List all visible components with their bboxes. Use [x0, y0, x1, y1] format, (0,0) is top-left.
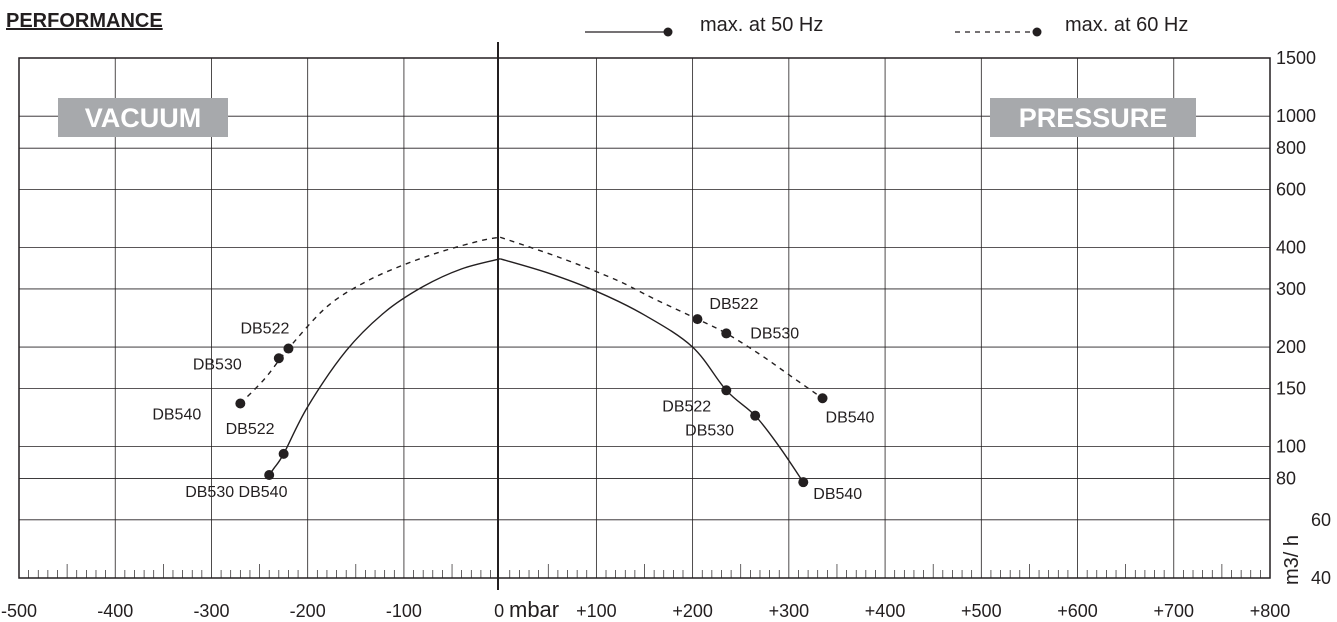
data-point: [817, 393, 828, 404]
curve-60hz-pressure: [499, 236, 823, 399]
curves: [239, 236, 823, 483]
y-tick-label: 80: [1276, 469, 1296, 489]
x-tick-labels: -500 -400 -300 -200 -100 0 +100 +200 +300 +400 +50…: [1, 601, 1290, 621]
y-tick-label: 1000: [1276, 106, 1316, 126]
data-point-label: DB530 DB540: [185, 484, 287, 501]
data-point: [721, 385, 732, 396]
pressure-badge-bg: [990, 98, 1196, 137]
data-point-label: DB522: [226, 421, 275, 438]
page-title: PERFORMANCE: [6, 10, 163, 32]
data-point-label: DB522: [240, 321, 289, 338]
data-point-label: DB530: [685, 423, 734, 440]
data-point-label: DB540: [152, 406, 201, 423]
y-tick-label: 300: [1276, 279, 1306, 299]
data-point: [692, 314, 703, 325]
data-point-label: DB530: [193, 356, 242, 373]
x-tick-label: +200: [672, 601, 713, 621]
y-tick-label: 1500: [1276, 48, 1316, 68]
data-points: DB522 DB530 DB540 DB522 DB530 DB540 DB522 DB53…: [152, 296, 874, 503]
x-tick-label: +100: [576, 601, 617, 621]
data-point-label: DB530: [750, 325, 799, 342]
y-tick-label: 200: [1276, 337, 1306, 357]
data-point: [264, 470, 275, 481]
legend-50hz-label: max. at 50 Hz: [700, 14, 823, 36]
curve-50hz-pressure: [499, 258, 804, 483]
y-axis-unit: m3/ h: [1281, 535, 1303, 585]
vacuum-badge: VACUUM: [58, 98, 228, 137]
data-point-label: DB540: [826, 409, 875, 426]
x-tick-label: -300: [193, 601, 229, 621]
y-tick-labels: 1500 1000 800 600 400 300 200 150 100 80 60 40: [1276, 48, 1331, 588]
pressure-badge: PRESSURE: [990, 98, 1196, 137]
data-point: [278, 448, 289, 459]
y-tick-label: 400: [1276, 238, 1306, 258]
y-tick-label: 800: [1276, 138, 1306, 158]
legend-60hz-marker: [1032, 27, 1042, 37]
y-tick-label: 150: [1276, 378, 1306, 398]
data-point: [235, 398, 246, 409]
curve-50hz-vacuum: [268, 258, 501, 476]
x-axis-unit: mbar: [509, 597, 559, 622]
vacuum-badge-bg: [58, 98, 228, 137]
legend-60hz-label: max. at 60 Hz: [1065, 14, 1188, 36]
x-tick-label: +300: [769, 601, 810, 621]
data-point: [750, 410, 761, 421]
x-tick-label: +500: [961, 601, 1002, 621]
x-tick-label: +600: [1057, 601, 1098, 621]
x-tick-label: +700: [1153, 601, 1194, 621]
data-point: [273, 353, 284, 364]
x-tick-label: +400: [865, 601, 906, 621]
x-tick-label: -100: [386, 601, 422, 621]
minor-ticks: [28, 564, 1261, 578]
data-point: [283, 343, 294, 354]
y-tick-label: 60: [1311, 510, 1331, 530]
data-point: [721, 328, 732, 339]
curve-60hz-vacuum: [239, 236, 501, 404]
x-tick-label: +800: [1250, 601, 1291, 621]
data-point-label: DB540: [813, 486, 862, 503]
legend-50hz-marker: [663, 27, 673, 37]
x-tick-label: -200: [290, 601, 326, 621]
y-tick-label: 600: [1276, 179, 1306, 199]
vacuum-badge-label: VACUUM: [85, 103, 202, 133]
y-tick-label: 40: [1311, 568, 1331, 588]
plot-frame: [18, 57, 1271, 579]
x-tick-label: 0: [494, 601, 504, 621]
data-point-label: DB522: [662, 398, 711, 415]
data-point: [798, 477, 809, 488]
legend: max. at 50 Hz max. at 60 Hz: [585, 14, 1188, 37]
pressure-badge-label: PRESSURE: [1019, 103, 1168, 133]
data-point-label: DB522: [709, 296, 758, 313]
x-tick-label: -400: [97, 601, 133, 621]
y-tick-label: 100: [1276, 437, 1306, 457]
x-tick-label: -500: [1, 601, 37, 621]
